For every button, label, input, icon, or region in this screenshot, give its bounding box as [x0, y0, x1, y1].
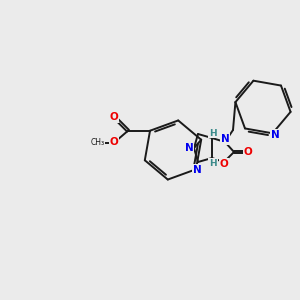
- Text: O: O: [244, 147, 252, 157]
- Text: O: O: [110, 137, 118, 147]
- Text: CH₃: CH₃: [91, 138, 105, 147]
- Text: N: N: [220, 134, 230, 144]
- Text: H: H: [209, 128, 217, 137]
- Text: N: N: [271, 130, 280, 140]
- Text: H: H: [209, 158, 217, 167]
- Text: N: N: [184, 143, 194, 153]
- Text: N: N: [193, 165, 201, 175]
- Text: O: O: [220, 159, 228, 169]
- Text: O: O: [110, 112, 118, 122]
